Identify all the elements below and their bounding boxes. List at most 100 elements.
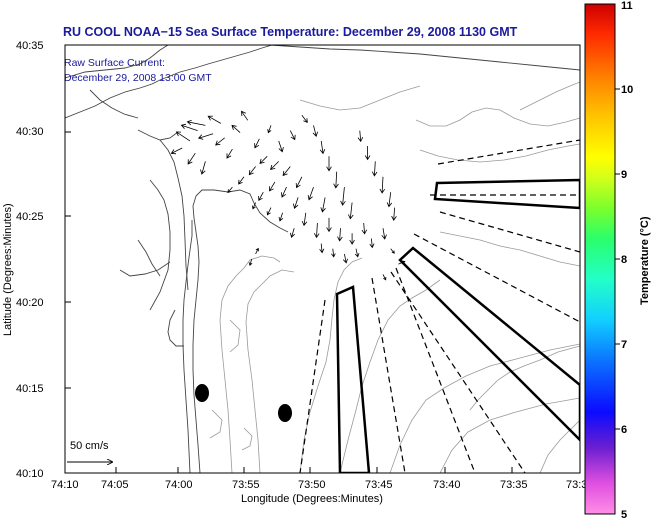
colorbar-label: Temperature (°C) [639, 216, 651, 305]
y-tick-label: 40:35 [16, 40, 44, 52]
colorbar-tick-label: 9 [621, 169, 627, 181]
x-tick-labels: 74:10 74:05 74:00 73:55 73:50 73:45 73:4… [51, 479, 587, 491]
current-vector [200, 161, 206, 175]
current-vector [307, 186, 314, 201]
radar-beam-outlines [299, 139, 580, 473]
bathymetry-contours [209, 81, 580, 473]
current-vector [289, 130, 296, 141]
x-tick-label: 74:05 [101, 479, 129, 491]
x-tick-label: 74:10 [51, 479, 79, 491]
current-vector [386, 192, 393, 208]
colorbar-tick-label: 8 [621, 254, 627, 266]
current-vector [382, 274, 387, 281]
current-vector [187, 152, 196, 165]
current-vector [398, 260, 406, 265]
current-vector [226, 148, 233, 159]
x-tick-label: 73:50 [298, 479, 326, 491]
plot-frame [64, 44, 581, 474]
plot-background [65, 45, 580, 473]
beam-polygon-east [433, 178, 580, 210]
annotation-line-2: December 29, 2008 13:00 GMT [64, 72, 212, 84]
current-vector [238, 176, 245, 185]
x-tick-label: 74:00 [165, 479, 193, 491]
chart-title: RU COOL NOAA−15 Sea Surface Temperature:… [63, 25, 518, 39]
current-vector [254, 138, 260, 149]
current-vector [320, 197, 326, 213]
current-vector [207, 115, 221, 124]
y-tick-label: 40:20 [16, 297, 44, 309]
current-vector [266, 207, 272, 216]
current-vector [215, 137, 225, 146]
current-vector [241, 110, 249, 121]
x-axis-label: Longitude (Degrees:Minutes) [241, 493, 383, 505]
colorbar-gradient [584, 3, 616, 515]
scale-arrow-label: 50 cm/s [70, 440, 109, 452]
current-vector [333, 171, 339, 189]
colorbar-tick-label: 6 [621, 424, 627, 436]
current-vector [295, 176, 303, 189]
current-vector [180, 123, 198, 131]
y-tick-label: 40:15 [16, 383, 44, 395]
current-vector [361, 222, 368, 235]
colorbar: 11 10 9 8 7 6 5 Temperature (°C) [584, 0, 651, 519]
current-vector [357, 130, 364, 143]
y-tick-label: 40:25 [16, 211, 44, 223]
current-vector [270, 161, 279, 171]
current-vector [290, 228, 295, 238]
current-vector [319, 140, 326, 155]
y-tick-label: 40:10 [16, 468, 44, 480]
current-vector [227, 186, 233, 194]
x-tick-label: 73:55 [232, 479, 260, 491]
current-vector [391, 207, 397, 221]
current-vector [301, 114, 308, 124]
current-vector [293, 197, 299, 209]
current-vector [371, 161, 378, 177]
current-vector [175, 131, 191, 142]
current-vector [278, 140, 284, 153]
current-vector [259, 156, 268, 165]
y-tick-labels: 40:35 40:30 40:25 40:20 40:15 40:10 [16, 40, 44, 480]
current-vector [326, 156, 332, 172]
beam-polygon-south [335, 285, 371, 473]
coastline [65, 45, 580, 473]
current-vector [343, 253, 348, 264]
current-vector [248, 166, 256, 176]
x-tick-label: 73:40 [433, 479, 461, 491]
current-vector [197, 133, 214, 140]
current-vector [326, 217, 332, 233]
current-vector [278, 212, 284, 222]
plot-area: Raw Surface Current: December 29, 2008 1… [64, 45, 580, 473]
current-vector [170, 147, 183, 155]
current-vector [301, 212, 308, 227]
current-vector [364, 146, 371, 161]
current-vector [258, 192, 264, 201]
current-vectors [170, 110, 406, 281]
y-tick-label: 40:30 [16, 126, 44, 138]
station-marker-1 [195, 384, 209, 402]
y-axis [65, 131, 71, 389]
current-vector [319, 243, 325, 254]
current-vector [379, 176, 386, 194]
x-tick-label: 73:35 [500, 479, 528, 491]
current-vector [282, 166, 291, 177]
current-vector [369, 238, 375, 249]
current-vector [354, 248, 360, 258]
current-vector [390, 248, 395, 254]
current-vector [252, 202, 256, 210]
current-vector [312, 125, 318, 137]
current-vector [337, 228, 343, 242]
colorbar-tick-label: 10 [621, 84, 633, 96]
current-vector [381, 228, 387, 240]
current-vector [340, 187, 346, 206]
x-tick-label: 73:3 [566, 479, 587, 491]
current-vector [248, 258, 253, 267]
current-vector [231, 124, 241, 133]
current-vector [281, 186, 287, 198]
current-vector [255, 247, 259, 255]
current-vector [313, 222, 320, 239]
annotation-line-1: Raw Surface Current: [64, 57, 165, 69]
current-vector [348, 202, 354, 220]
current-vector [331, 248, 336, 258]
beam-edges-dashed [299, 139, 580, 473]
beam-polygon-southeast [398, 246, 580, 442]
